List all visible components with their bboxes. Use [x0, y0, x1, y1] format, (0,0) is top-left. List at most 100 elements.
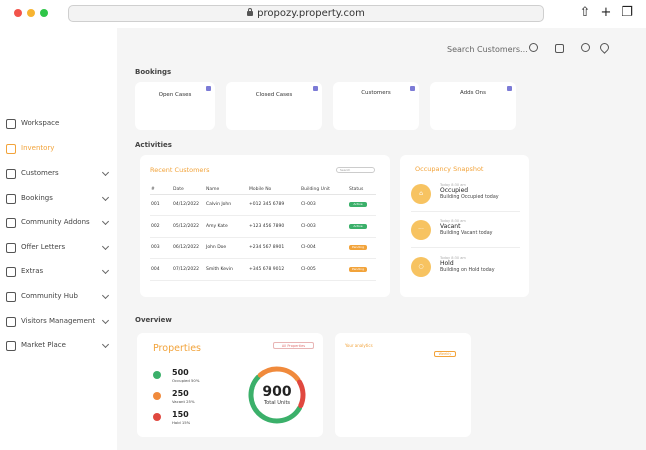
maximize-window-button[interactable] — [40, 9, 48, 17]
extras-icon — [6, 267, 16, 277]
occupancy-time: Today 8:30 am — [440, 183, 466, 187]
sidebar-item-label: Community Hub — [21, 292, 78, 300]
help-icon[interactable] — [581, 43, 590, 52]
occupancy-time: Today 8:30 am — [440, 219, 466, 223]
donut-slice — [248, 374, 303, 424]
url-text: propozy.property.com — [257, 8, 365, 19]
col-header: Status — [348, 185, 376, 195]
overview-title: Overview — [135, 316, 172, 324]
addons-icon — [6, 218, 16, 228]
legend-dot — [153, 392, 161, 400]
properties-panel — [137, 333, 323, 437]
status-badge: Pending — [349, 266, 367, 272]
donut-slice — [257, 366, 301, 383]
customers-table: # Date Name Mobile No Building Unit Stat… — [150, 185, 376, 281]
cell-mobile: +123 456 7890 — [248, 215, 300, 238]
share-icon[interactable]: ⇧ — [579, 5, 591, 20]
add-circle-icon[interactable] — [529, 43, 538, 52]
document-icon — [6, 243, 16, 253]
legend-label: Hold 15% — [172, 420, 191, 425]
address-bar[interactable]: propozy.property.com — [68, 5, 544, 22]
monitor-icon — [6, 119, 16, 129]
cell-mobile: +345 678 9012 — [248, 258, 300, 281]
table-row[interactable]: 001 04/12/2022 Calvin John +012 345 6789 CI-… — [150, 194, 376, 216]
legend-value: 250 — [172, 389, 189, 398]
sidebar-item-label: Community Addons — [21, 218, 90, 226]
sidebar-item-extras[interactable]: Extras — [0, 264, 117, 282]
divider — [411, 247, 520, 248]
customers-search-input[interactable]: Search — [336, 167, 375, 173]
browser-actions: ⇧ + ❐ — [578, 5, 634, 20]
card-label: Open Cases — [158, 92, 192, 98]
sidebar-item-workspace[interactable]: Workspace — [0, 116, 117, 134]
weekly-dropdown[interactable]: Weekly — [434, 351, 456, 357]
col-header: Name — [205, 185, 248, 195]
legend-label: Occupied 50% — [172, 378, 200, 383]
cell-unit: CI-003 — [300, 215, 348, 238]
megaphone-icon — [6, 292, 16, 302]
cell-id: 004 — [150, 258, 172, 281]
table-row[interactable]: 004 07/12/2022 Smith Kevin +345 678 9012 CI-… — [150, 258, 376, 281]
cell-name: John Doe — [205, 237, 248, 259]
cell-unit: CI-004 — [300, 237, 348, 259]
close-window-button[interactable] — [14, 9, 22, 17]
card-label: Customers — [361, 90, 391, 96]
properties-title: Properties — [153, 343, 202, 354]
cell-status: Pending — [348, 237, 376, 259]
search-input[interactable]: Search Customers... — [447, 44, 528, 54]
card-label: Adds Ons — [460, 90, 486, 96]
analytics-panel — [335, 333, 471, 437]
customers-card[interactable]: Customers — [333, 82, 419, 130]
col-header: Date — [172, 185, 205, 195]
sidebar-item-offer-letters[interactable]: Offer Letters — [0, 240, 117, 258]
status-badge: Pending — [349, 245, 367, 251]
open-cases-card[interactable]: Open Cases — [135, 82, 215, 130]
sidebar-item-bookings[interactable]: Bookings — [0, 191, 117, 209]
cell-status: Pending — [348, 258, 376, 281]
mail-icon[interactable] — [555, 44, 564, 53]
occupancy-time: Today 8:30 am — [440, 256, 466, 260]
sidebar-item-community-addons[interactable]: Community Addons — [0, 215, 117, 233]
donut-slice — [297, 379, 306, 409]
occupancy-title: Vacant — [440, 223, 461, 230]
chart-icon — [6, 144, 16, 154]
tabs-icon[interactable]: ❐ — [621, 5, 633, 20]
occupancy-title: Occupancy Snapshot — [415, 165, 484, 173]
sidebar-item-customers[interactable]: Customers — [0, 166, 117, 184]
minimize-window-button[interactable] — [27, 9, 35, 17]
badge-icon — [410, 86, 415, 91]
all-properties-dropdown[interactable]: All Properties — [273, 342, 314, 349]
cell-date: 06/12/2022 — [172, 237, 205, 259]
vacant-icon: ··· — [411, 220, 431, 240]
closed-cases-card[interactable]: Closed Cases — [226, 82, 322, 130]
legend-dot — [153, 413, 161, 421]
activities-title: Activities — [135, 141, 172, 149]
sidebar-item-market-place[interactable]: Market Place — [0, 338, 117, 356]
sidebar-item-label: Market Place — [21, 341, 66, 349]
cell-status: Active — [348, 194, 376, 216]
sidebar-item-label: Offer Letters — [21, 243, 66, 251]
sidebar-item-visitors-management[interactable]: Visitors Management — [0, 314, 117, 332]
table-row[interactable]: 003 06/12/2022 John Doe +234 567 8901 CI-004… — [150, 237, 376, 259]
col-header: Mobile No — [248, 185, 300, 195]
cell-unit: CI-003 — [300, 194, 348, 216]
search-bar[interactable]: Search Customers... — [447, 42, 528, 56]
divider — [411, 211, 520, 212]
sidebar — [0, 28, 117, 450]
cell-date: 07/12/2022 — [172, 258, 205, 281]
cell-mobile: +234 567 8901 — [248, 237, 300, 259]
occupancy-sub: Building on Hold today — [440, 268, 495, 273]
sidebar-item-community-hub[interactable]: Community Hub — [0, 289, 117, 307]
table-row[interactable]: 002 05/12/2022 Amy Kate +123 456 7890 CI-003… — [150, 215, 376, 238]
cell-name: Amy Kate — [205, 215, 248, 238]
badge-icon — [313, 86, 318, 91]
cell-name: Smith Kevin — [205, 258, 248, 281]
new-tab-icon[interactable]: + — [600, 5, 612, 20]
hold-icon: ○ — [411, 257, 431, 277]
sidebar-item-inventory[interactable]: Inventory — [0, 141, 117, 159]
lock-icon — [247, 8, 254, 16]
card-label: Closed Cases — [255, 92, 293, 98]
sidebar-item-label: Bookings — [21, 194, 53, 202]
adds-ons-card[interactable]: Adds Ons — [430, 82, 516, 130]
legend-value: 150 — [172, 410, 189, 419]
